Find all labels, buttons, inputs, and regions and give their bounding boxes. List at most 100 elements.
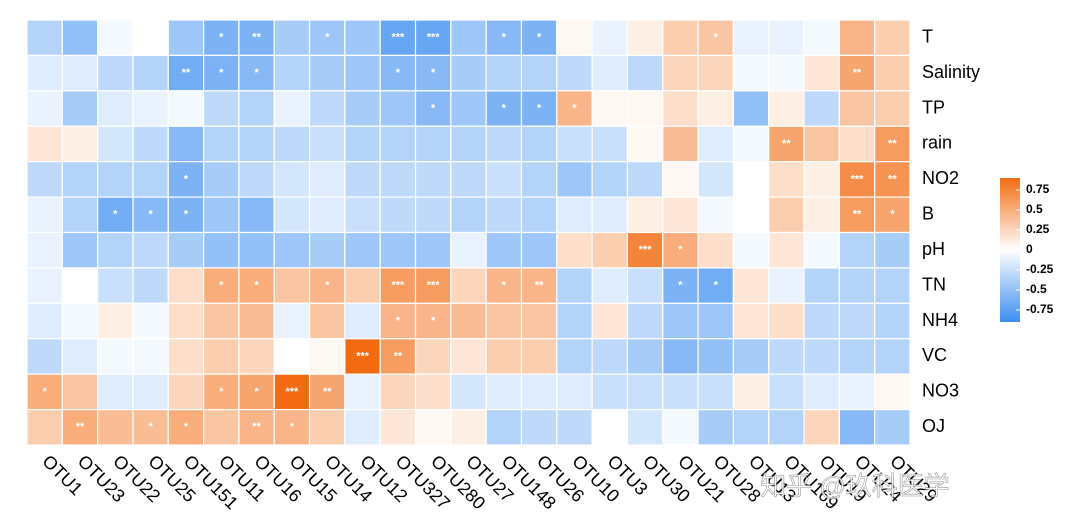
cell bbox=[874, 19, 911, 57]
cell bbox=[273, 338, 311, 375]
cell bbox=[626, 196, 664, 234]
cell bbox=[591, 54, 629, 92]
cell bbox=[97, 90, 134, 127]
cell bbox=[662, 408, 699, 446]
cell bbox=[344, 302, 381, 340]
cell bbox=[520, 302, 558, 340]
cell bbox=[556, 338, 593, 375]
cell bbox=[308, 54, 346, 92]
cell bbox=[344, 54, 381, 92]
cell bbox=[485, 90, 523, 127]
cell bbox=[414, 125, 452, 163]
cell bbox=[450, 231, 487, 269]
cell bbox=[626, 302, 664, 340]
cell bbox=[238, 161, 275, 198]
cell bbox=[838, 408, 876, 446]
cell bbox=[61, 54, 99, 92]
cell bbox=[768, 231, 805, 269]
cell bbox=[308, 231, 346, 269]
cell bbox=[556, 373, 593, 411]
cell bbox=[450, 338, 487, 375]
cell bbox=[556, 125, 593, 163]
cell bbox=[414, 408, 452, 446]
cell bbox=[203, 125, 240, 163]
cell bbox=[344, 373, 381, 411]
cell bbox=[203, 231, 240, 269]
cell bbox=[26, 338, 63, 375]
cell bbox=[874, 125, 911, 163]
cell bbox=[520, 161, 558, 198]
cell bbox=[26, 90, 63, 127]
cell bbox=[61, 338, 99, 375]
cell bbox=[450, 90, 487, 127]
significance-label: * bbox=[572, 102, 577, 114]
cell bbox=[26, 408, 63, 446]
cell bbox=[379, 408, 417, 446]
cell bbox=[732, 125, 770, 163]
cell bbox=[485, 161, 523, 198]
cell bbox=[26, 231, 63, 269]
cell bbox=[308, 338, 346, 375]
cell bbox=[732, 338, 770, 375]
cell bbox=[768, 373, 805, 411]
significance-label: * bbox=[184, 421, 189, 433]
heatmap bbox=[26, 19, 911, 446]
cell bbox=[732, 408, 770, 446]
row-label: OJ bbox=[922, 416, 945, 436]
cell bbox=[626, 54, 664, 92]
significance-label: *** bbox=[851, 173, 865, 185]
cell bbox=[697, 54, 735, 92]
cell bbox=[732, 19, 770, 57]
cell bbox=[626, 125, 664, 163]
significance-label: * bbox=[502, 280, 507, 292]
cell bbox=[61, 373, 99, 411]
cell bbox=[26, 125, 63, 163]
cell bbox=[662, 19, 699, 57]
cell bbox=[273, 161, 311, 198]
cell bbox=[732, 231, 770, 269]
cell bbox=[803, 231, 840, 269]
cell bbox=[591, 408, 629, 446]
cell bbox=[379, 196, 417, 234]
cell bbox=[61, 302, 99, 340]
cell bbox=[768, 125, 805, 163]
significance-label: *** bbox=[639, 244, 653, 256]
cell bbox=[132, 267, 169, 304]
cell bbox=[803, 90, 840, 127]
significance-label: ** bbox=[76, 421, 85, 433]
cell bbox=[732, 90, 770, 127]
cell bbox=[97, 54, 134, 92]
significance-label: * bbox=[290, 421, 295, 433]
cell bbox=[697, 231, 735, 269]
cell bbox=[344, 267, 381, 304]
cell bbox=[450, 408, 487, 446]
row-label: NH4 bbox=[922, 310, 958, 330]
cell bbox=[662, 302, 699, 340]
cell bbox=[768, 302, 805, 340]
cell bbox=[838, 231, 876, 269]
cell bbox=[874, 54, 911, 92]
cell bbox=[591, 196, 629, 234]
cell bbox=[132, 19, 169, 57]
cell bbox=[838, 338, 876, 375]
cell bbox=[379, 54, 417, 92]
cell bbox=[803, 196, 840, 234]
cell bbox=[132, 302, 169, 340]
cell bbox=[273, 302, 311, 340]
cell bbox=[132, 90, 169, 127]
cell bbox=[520, 54, 558, 92]
cell bbox=[203, 302, 240, 340]
cell bbox=[238, 338, 275, 375]
cell bbox=[273, 267, 311, 304]
watermark: 知乎 @玖科医学 bbox=[760, 471, 950, 501]
cell bbox=[697, 125, 735, 163]
significance-label: * bbox=[714, 280, 719, 292]
cell bbox=[803, 373, 840, 411]
cell bbox=[838, 267, 876, 304]
cell bbox=[308, 125, 346, 163]
cell bbox=[485, 231, 523, 269]
colorbar-label: 0 bbox=[1026, 242, 1033, 256]
cell bbox=[556, 19, 593, 57]
cell bbox=[697, 373, 735, 411]
cell bbox=[520, 196, 558, 234]
